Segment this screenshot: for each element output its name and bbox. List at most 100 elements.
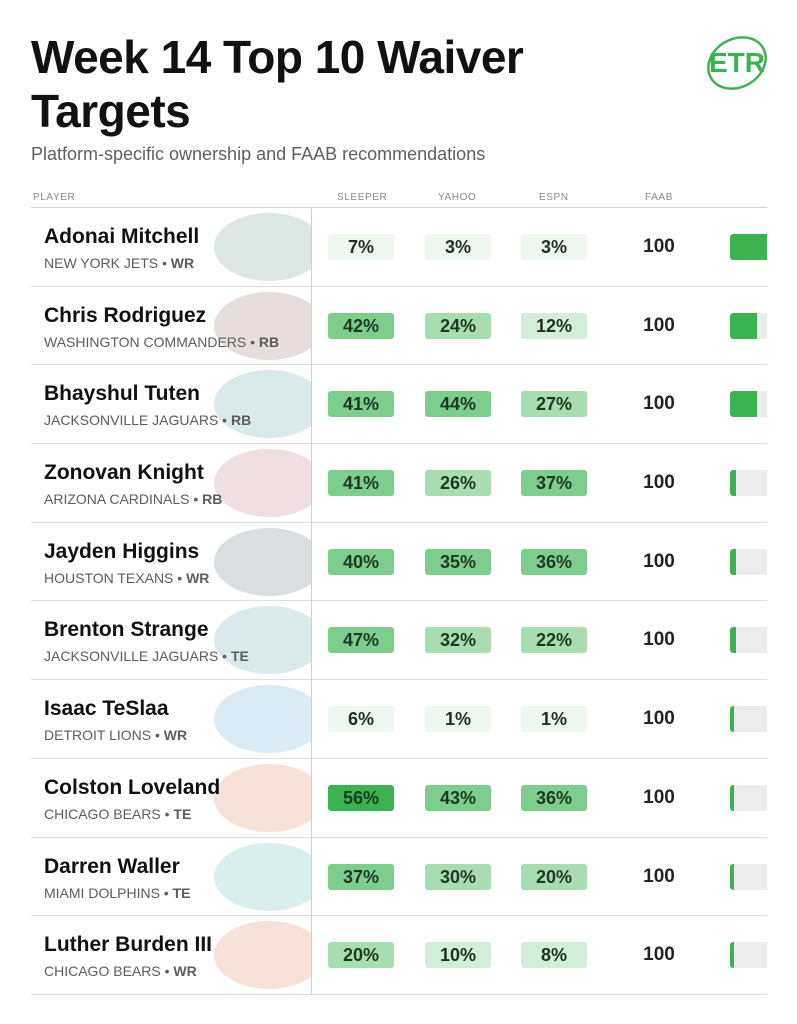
player-name: Adonai Mitchell (44, 225, 200, 248)
sleeper-ownership: 7% (328, 234, 394, 260)
logo-text: ETR (709, 47, 765, 78)
player-meta: DETROIT LIONS • WR (44, 727, 188, 744)
yahoo-ownership: 32% (425, 627, 491, 654)
faab-value: 100 (643, 944, 675, 966)
faab-bar (730, 470, 767, 497)
sleeper-ownership: 37% (328, 863, 394, 890)
player-position: WR (163, 727, 188, 744)
player-position: WR (173, 963, 197, 980)
faab-bar-fill (730, 234, 767, 260)
player-position: TE (172, 884, 191, 901)
player-team: MIAMI DOLPHINS (44, 884, 160, 901)
sleeper-ownership: 40% (328, 548, 394, 575)
team-logo-watermark (214, 370, 311, 439)
faab-bar (730, 706, 767, 733)
table-header: PLAYER SLEEPER YAHOO ESPN FAAB (31, 189, 767, 209)
player-cell: Colston Loveland CHICAGO BEARS • TE (31, 759, 311, 837)
yahoo-ownership: 1% (425, 706, 491, 733)
faab-bar-fill (730, 706, 734, 733)
yahoo-ownership: 3% (425, 234, 491, 260)
player-cell: Adonai Mitchell NEW YORK JETS • WR (31, 208, 311, 286)
sleeper-ownership: 20% (328, 942, 394, 969)
sleeper-ownership: 42% (328, 312, 394, 339)
player-meta: JACKSONVILLE JAGUARS • TE (44, 648, 249, 665)
faab-value: 100 (643, 708, 675, 730)
faab-bar-fill (730, 863, 734, 890)
player-cell: Bhayshul Tuten JACKSONVILLE JAGUARS • RB (31, 365, 311, 443)
sleeper-ownership: 47% (328, 627, 394, 654)
faab-bar (730, 942, 767, 969)
player-meta: HOUSTON TEXANS • WR (44, 569, 210, 586)
espn-ownership: 36% (521, 784, 587, 811)
sleeper-ownership: 56% (328, 784, 394, 811)
team-logo-watermark (214, 527, 311, 596)
faab-bar-fill (730, 548, 736, 575)
player-cell: Luther Burden III CHICAGO BEARS • WR (31, 916, 311, 994)
player-cell: Zonovan Knight ARIZONA CARDINALS • RB (31, 444, 311, 522)
player-meta: JACKSONVILLE JAGUARS • RB (44, 412, 252, 429)
player-team: HOUSTON TEXANS (44, 569, 174, 586)
team-logo-watermark (214, 842, 311, 911)
espn-ownership: 20% (521, 863, 587, 890)
player-cell: Jayden Higgins HOUSTON TEXANS • WR (31, 523, 311, 601)
player-team: DETROIT LIONS (44, 727, 152, 744)
column-divider (311, 208, 312, 994)
team-logo-watermark (214, 291, 311, 360)
col-yahoo: YAHOO (438, 192, 477, 203)
sleeper-ownership: 41% (328, 470, 394, 497)
player-name: Bhayshul Tuten (44, 382, 200, 406)
faab-bar-fill (730, 942, 734, 969)
player-team: ARIZONA CARDINALS (44, 491, 190, 508)
espn-ownership: 3% (521, 234, 587, 260)
faab-value: 100 (643, 393, 675, 415)
player-cell: Darren Waller MIAMI DOLPHINS • TE (31, 838, 311, 916)
col-espn: ESPN (539, 192, 569, 203)
player-meta: NEW YORK JETS • WR (44, 255, 195, 271)
faab-bar-fill (730, 784, 734, 811)
yahoo-ownership: 43% (425, 784, 491, 811)
faab-value: 100 (643, 472, 675, 494)
page-subtitle: Platform-specific ownership and FAAB rec… (31, 144, 486, 164)
faab-value: 100 (643, 550, 675, 572)
player-meta: CHICAGO BEARS • TE (44, 805, 192, 822)
player-position: TE (230, 648, 249, 665)
player-cell: Isaac TeSlaa DETROIT LIONS • WR (31, 680, 311, 758)
table-row: Adonai Mitchell NEW YORK JETS • WR 7% 3%… (31, 208, 767, 287)
table-row: Brenton Strange JACKSONVILLE JAGUARS • T… (31, 601, 767, 681)
espn-ownership: 22% (521, 627, 587, 654)
player-position: WR (170, 255, 195, 271)
player-team: NEW YORK JETS (44, 255, 159, 271)
player-name: Darren Waller (44, 854, 180, 878)
team-logo-watermark (214, 449, 311, 518)
sleeper-ownership: 41% (328, 391, 394, 418)
faab-bar-fill (730, 627, 736, 654)
table-row: Isaac TeSlaa DETROIT LIONS • WR 6% 1% 1%… (31, 680, 767, 759)
team-logo-watermark (214, 213, 311, 281)
table-row: Chris Rodriguez WASHINGTON COMMANDERS • … (31, 287, 767, 366)
sleeper-ownership: 6% (328, 706, 394, 733)
player-team: JACKSONVILLE JAGUARS (44, 412, 219, 429)
player-name: Zonovan Knight (44, 461, 204, 485)
page-title: Week 14 Top 10 Waiver Targets (31, 31, 524, 137)
col-player: PLAYER (33, 192, 76, 203)
faab-bar (730, 391, 767, 418)
espn-ownership: 36% (521, 548, 587, 575)
player-team: CHICAGO BEARS (44, 963, 161, 980)
player-meta: ARIZONA CARDINALS • RB (44, 491, 223, 508)
col-faab: FAAB (645, 192, 673, 203)
player-position: TE (173, 805, 192, 822)
player-position: RB (258, 333, 280, 350)
yahoo-ownership: 24% (425, 312, 491, 339)
player-name: Brenton Strange (44, 618, 209, 642)
espn-ownership: 1% (521, 706, 587, 733)
faab-value: 100 (643, 629, 675, 651)
header-divider (31, 207, 767, 208)
faab-bar-fill (730, 470, 736, 497)
player-table: Adonai Mitchell NEW YORK JETS • WR 7% 3%… (31, 208, 767, 995)
faab-bar (730, 548, 767, 575)
table-row: Darren Waller MIAMI DOLPHINS • TE 37% 30… (31, 838, 767, 917)
faab-bar (730, 784, 767, 811)
player-position: RB (230, 412, 252, 429)
player-meta: WASHINGTON COMMANDERS • RB (44, 333, 280, 350)
yahoo-ownership: 10% (425, 942, 491, 969)
